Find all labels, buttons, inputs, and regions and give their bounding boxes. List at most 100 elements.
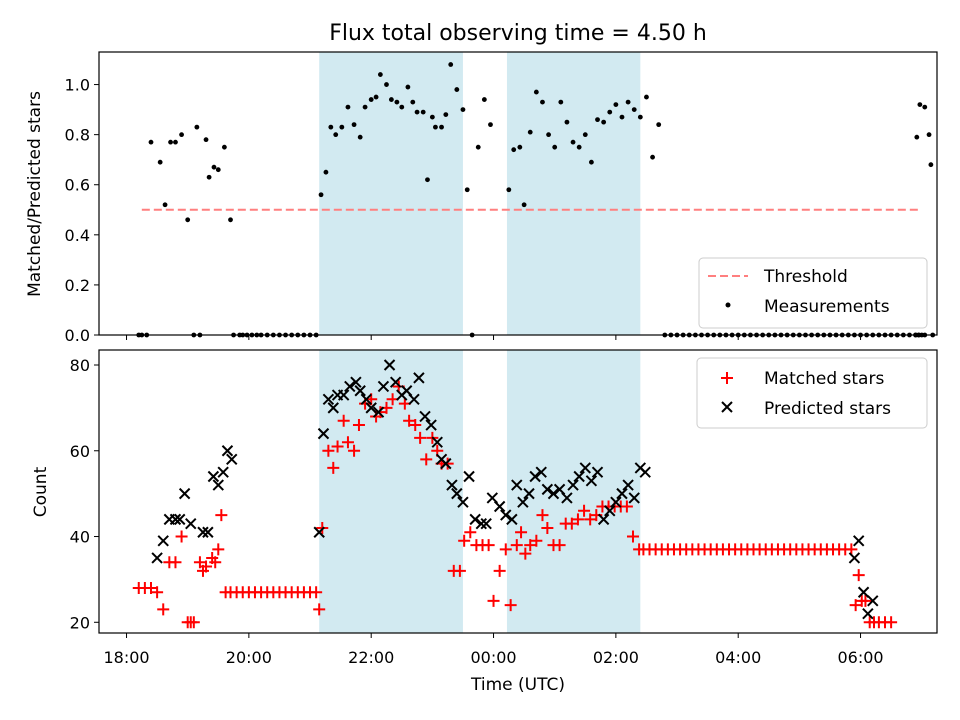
predicted-star-point — [313, 526, 325, 538]
y-tick-label: 0.0 — [65, 326, 90, 345]
predicted-star-point — [480, 517, 492, 530]
predicted-star-point — [463, 470, 475, 483]
shaded-interval — [319, 52, 463, 335]
measurement-point — [345, 104, 351, 110]
predicted-star-point — [597, 513, 610, 526]
predicted-star-point — [616, 487, 628, 500]
matched-star-point — [169, 556, 182, 569]
measurement-point — [410, 99, 416, 105]
measurement-point — [914, 134, 920, 140]
matched-star-point — [310, 586, 323, 599]
predicted-star-point — [469, 513, 481, 526]
matched-star-point — [403, 414, 416, 427]
measurement-point — [179, 132, 184, 138]
matched-star-point — [620, 500, 633, 513]
shaded-interval — [506, 350, 641, 633]
predicted-star-point — [579, 462, 591, 474]
predicted-star-point — [440, 457, 452, 470]
x-tick-label: 18:00 — [103, 648, 149, 667]
matched-star-point — [352, 419, 365, 432]
measurement-point — [481, 97, 487, 102]
predicted-star-point — [212, 479, 224, 491]
x-tick-label: 22:00 — [348, 648, 394, 667]
matched-star-point — [584, 513, 597, 526]
bottom-y-ticks: 20 40 60 80 — [70, 356, 99, 632]
matched-legend-swatch — [721, 372, 733, 384]
predicted-star-point — [372, 406, 385, 418]
matched-star-point — [175, 530, 188, 543]
matched-star-point — [157, 603, 170, 616]
matched-star-point — [151, 586, 164, 599]
matched-star-point — [420, 453, 433, 466]
predicted-star-point — [867, 595, 879, 607]
measurement-point — [552, 144, 558, 150]
predicted-legend-swatch — [721, 401, 733, 413]
x-tick-label: 00:00 — [470, 648, 516, 667]
predicted-star-point — [383, 359, 396, 371]
measurement-point — [420, 109, 426, 115]
predicted-star-point — [322, 393, 335, 406]
predicted-star-point — [547, 487, 560, 500]
matched-star-point — [144, 581, 157, 594]
measurement-point — [521, 202, 527, 208]
predicted-star-point — [169, 513, 182, 526]
measurement-point — [221, 144, 227, 150]
predicted-star-point — [431, 436, 443, 448]
predicted-legend-label: Predicted stars — [764, 399, 891, 419]
measurement-point — [527, 129, 533, 135]
measurement-point — [433, 124, 438, 130]
measurement-point — [215, 167, 221, 173]
predicted-star-point — [217, 466, 229, 478]
top-y-ticks: 0.0 0.2 0.4 0.6 0.8 1.0 — [65, 76, 99, 345]
top-legend: Threshold Measurements — [698, 257, 928, 329]
measurement-point — [405, 84, 411, 90]
predicted-star-point — [628, 492, 640, 504]
measurement-point — [162, 202, 168, 208]
matched-star-point — [409, 419, 422, 432]
x-axis-label: Time (UTC) — [470, 675, 565, 695]
matched-star-point — [482, 539, 495, 552]
predicted-star-point — [852, 535, 865, 547]
matched-star-point — [852, 569, 865, 582]
measurement-point — [157, 159, 163, 165]
measurement-point — [582, 132, 588, 138]
matched-star-point — [215, 509, 228, 522]
matched-star-point — [464, 526, 477, 539]
bottom-x-ticks: 18:00 20:00 22:00 00:00 02:00 04:00 06:00 — [103, 633, 884, 667]
measurement-point — [203, 137, 209, 143]
matched-star-point — [524, 539, 537, 552]
predicted-star-point — [475, 517, 488, 530]
predicted-stars-series — [151, 359, 879, 620]
measurement-point — [631, 107, 637, 113]
threshold-legend-label: Threshold — [763, 267, 848, 287]
measurement-point — [613, 102, 619, 107]
predicted-star-point — [862, 607, 874, 620]
y-tick-label: 0.6 — [65, 176, 90, 195]
measurement-point — [564, 119, 570, 125]
matched-star-point — [510, 539, 523, 552]
measurement-point — [228, 217, 233, 223]
measurement-point — [475, 144, 481, 150]
matched-star-point — [541, 521, 554, 534]
matched-star-point — [193, 556, 206, 569]
shaded-interval — [319, 350, 463, 633]
measurement-point — [589, 159, 594, 165]
predicted-star-point — [535, 466, 547, 478]
measurement-point — [637, 114, 643, 120]
matched-star-point — [530, 534, 543, 547]
matched-star-point — [845, 543, 858, 556]
y-tick-label: 1.0 — [65, 76, 90, 95]
predicted-star-point — [541, 483, 554, 496]
top-y-axis-label: Matched/Predicted stars — [25, 91, 45, 297]
matched-star-point — [337, 414, 350, 427]
predicted-star-point — [185, 517, 197, 530]
measurement-point — [922, 104, 928, 110]
measurement-point — [388, 97, 394, 102]
y-tick-label: 20 — [70, 613, 90, 632]
measurement-point — [384, 82, 389, 87]
bottom-axes-frame — [98, 349, 938, 634]
y-tick-label: 0.2 — [65, 276, 90, 295]
y-tick-label: 80 — [70, 356, 90, 375]
predicted-star-point — [327, 402, 339, 414]
matched-star-point — [536, 509, 549, 522]
